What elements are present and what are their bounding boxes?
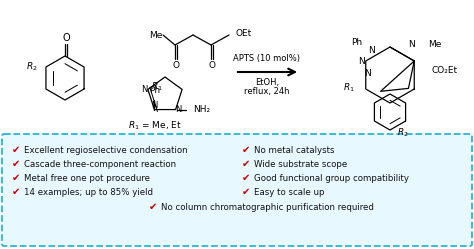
Text: OEt: OEt — [236, 28, 252, 38]
Text: reflux, 24h: reflux, 24h — [244, 86, 290, 96]
Text: N: N — [175, 105, 182, 114]
Text: N: N — [369, 46, 375, 55]
Text: Good functional group compatibility: Good functional group compatibility — [254, 174, 409, 183]
Text: $R_2$: $R_2$ — [26, 61, 38, 73]
Text: No metal catalysts: No metal catalysts — [254, 145, 335, 154]
Text: $R_1$: $R_1$ — [343, 82, 355, 94]
Text: ✔: ✔ — [242, 159, 250, 169]
Text: Cascade three-component reaction: Cascade three-component reaction — [24, 160, 176, 169]
Text: O: O — [62, 33, 70, 43]
Text: N: N — [142, 85, 148, 94]
Text: Metal free one pot procedure: Metal free one pot procedure — [24, 174, 150, 183]
Text: CO₂Et: CO₂Et — [432, 65, 458, 74]
Text: N: N — [365, 68, 371, 77]
Text: ✔: ✔ — [242, 145, 250, 155]
Text: N: N — [151, 101, 158, 110]
Text: ✔: ✔ — [12, 159, 20, 169]
Text: Wide substrate scope: Wide substrate scope — [254, 160, 347, 169]
Text: 14 examples; up to 85% yield: 14 examples; up to 85% yield — [24, 187, 153, 196]
Text: ✔: ✔ — [242, 187, 250, 197]
Text: APTS (10 mol%): APTS (10 mol%) — [234, 54, 301, 62]
FancyBboxPatch shape — [2, 134, 472, 246]
Text: ✔: ✔ — [242, 173, 250, 183]
Text: Me: Me — [428, 40, 441, 49]
Text: Excellent regioselective condensation: Excellent regioselective condensation — [24, 145, 188, 154]
Text: ✔: ✔ — [149, 202, 157, 212]
Text: ✔: ✔ — [12, 173, 20, 183]
Text: Me: Me — [150, 30, 163, 40]
Text: N: N — [359, 57, 365, 65]
Text: N: N — [408, 40, 415, 49]
Text: Easy to scale up: Easy to scale up — [254, 187, 325, 196]
Text: $R_2$: $R_2$ — [397, 127, 409, 139]
Text: EtOH,: EtOH, — [255, 77, 279, 86]
Text: Ph: Ph — [149, 86, 160, 95]
Text: $R_1$ = Me, Et: $R_1$ = Me, Et — [128, 120, 182, 132]
Text: O: O — [173, 61, 180, 69]
Text: O: O — [209, 61, 216, 69]
Text: ✔: ✔ — [12, 187, 20, 197]
Text: $R_1$: $R_1$ — [151, 80, 163, 92]
Text: NH₂: NH₂ — [193, 105, 211, 114]
Text: Ph: Ph — [351, 38, 363, 47]
Text: No column chromatographic purification required: No column chromatographic purification r… — [161, 202, 374, 211]
Text: ✔: ✔ — [12, 145, 20, 155]
